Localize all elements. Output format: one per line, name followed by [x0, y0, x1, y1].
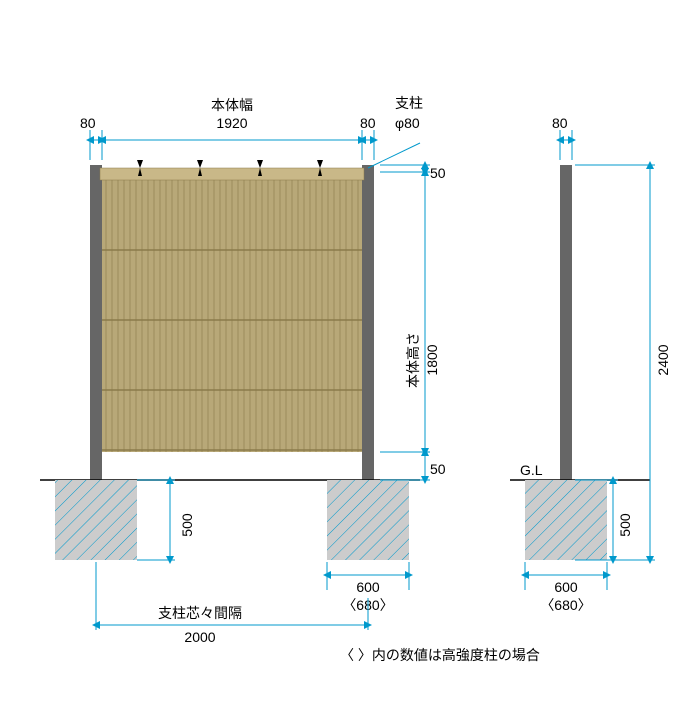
dim-80-right: 80: [360, 115, 376, 131]
gl-label: G.L: [520, 462, 543, 478]
below-ground-500: 500: [179, 513, 195, 537]
pillar-leader: 支柱 φ80: [368, 95, 423, 168]
body-height-value: 1800: [424, 344, 440, 375]
side-500: 500: [617, 513, 633, 537]
body-width-label: 本体幅: [211, 97, 253, 113]
side-80: 80: [552, 115, 568, 131]
foundation-600: 600: [356, 579, 380, 595]
dim-top-chain: 80 本体幅 1920 80: [80, 97, 376, 160]
front-view: 80 本体幅 1920 80 支柱 φ80 50 本体高さ 1800 50: [40, 95, 446, 645]
bamboo-panel: [100, 160, 364, 452]
body-height-label: 本体高さ: [405, 332, 421, 388]
diagram-canvas: 80 本体幅 1920 80 支柱 φ80 50 本体高さ 1800 50: [0, 0, 700, 700]
dim-right-vertical: 50 本体高さ 1800 50: [380, 165, 446, 480]
dim-side-top: 80: [552, 115, 572, 160]
foundation-side: [525, 480, 607, 560]
span-label: 支柱芯々間隔: [158, 605, 242, 621]
body-width-value: 1920: [216, 115, 247, 131]
footnote: 〈 〉内の数値は高強度柱の場合: [340, 647, 540, 663]
foundation-right: [327, 480, 409, 560]
span-value: 2000: [184, 629, 215, 645]
dim-side-foundation: 600 〈680〉: [525, 562, 607, 613]
pillar-dia: φ80: [395, 115, 420, 131]
dim-below-ground-front: 500: [137, 480, 195, 560]
side-2400: 2400: [655, 344, 671, 375]
foundation-left: [55, 480, 137, 560]
bottom-gap-50: 50: [430, 461, 446, 477]
side-foundation-600: 600: [554, 579, 578, 595]
side-foundation-680: 〈680〉: [540, 597, 591, 613]
pillar-label: 支柱: [395, 95, 423, 111]
diagram-svg: 80 本体幅 1920 80 支柱 φ80 50 本体高さ 1800 50: [0, 0, 700, 700]
dim-80-left: 80: [80, 115, 96, 131]
top-gap-50: 50: [430, 165, 446, 181]
side-view: G.L 80 2400 500: [510, 115, 671, 613]
